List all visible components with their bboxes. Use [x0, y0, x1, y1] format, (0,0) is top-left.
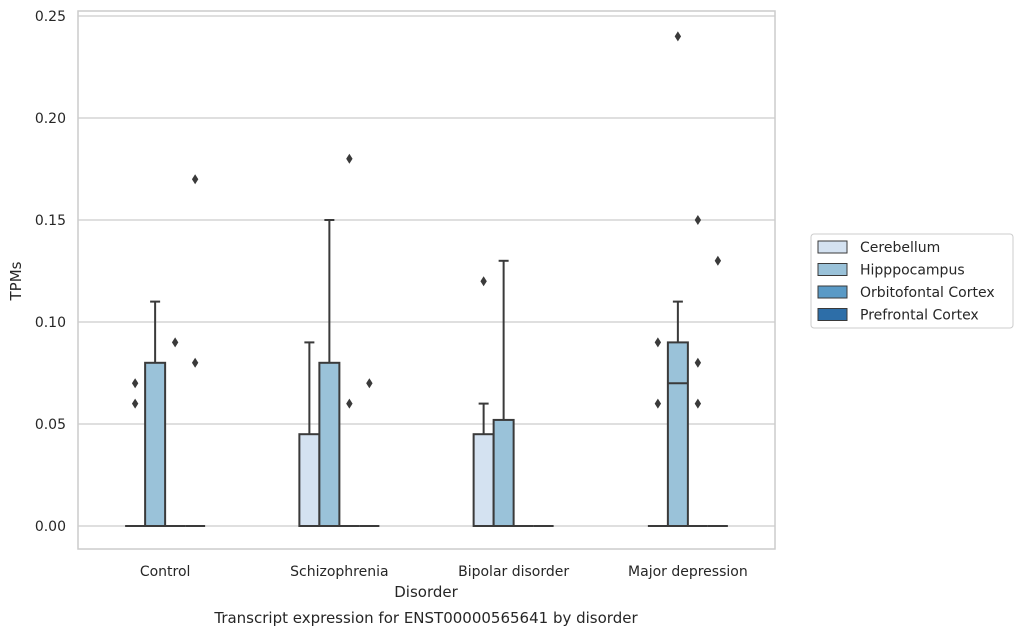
- box-prefrontal-cortex: [707, 255, 728, 527]
- y-axis-label: TPMs: [7, 261, 25, 301]
- box-body: [666, 341, 689, 527]
- box-series: [125, 31, 728, 528]
- outlier-marker: [694, 357, 702, 368]
- plot-area-frame: [77, 10, 776, 550]
- legend-label: Hipppocampus: [860, 263, 965, 279]
- legend-label: Prefrontal Cortex: [860, 308, 979, 324]
- legend-swatch: [817, 285, 848, 299]
- x-axis-ticks: Control Schizophrenia Bipolar disorder Majo…: [140, 564, 748, 580]
- box-body: [318, 361, 341, 527]
- box-prefrontal-cortex: [185, 174, 206, 527]
- outlier-marker: [366, 378, 373, 389]
- y-tick-label: 0.25: [35, 9, 66, 25]
- y-tick-label: 0.00: [35, 519, 66, 535]
- box-hipppocampus: [666, 31, 689, 527]
- outlier-marker: [674, 31, 682, 42]
- legend-swatch: [817, 308, 848, 321]
- chart-caption: Transcript expression for ENST0000056564…: [213, 609, 638, 627]
- box-body: [492, 418, 515, 528]
- box-cerebellum: [472, 276, 495, 528]
- box-cerebellum: [298, 341, 321, 528]
- legend: Cerebellum Hipppocampus Orbitofontal Corte…: [810, 233, 1014, 329]
- box-orbitofontal-cortex: [165, 337, 186, 527]
- outlier-marker: [346, 153, 353, 164]
- outlier-marker: [191, 357, 199, 368]
- outlier-marker: [131, 398, 139, 409]
- legend-frame: [810, 233, 1014, 329]
- box-hipppocampus: [144, 300, 167, 527]
- box-prefrontal-cortex: [359, 378, 380, 527]
- outlier-marker: [714, 255, 722, 266]
- y-tick-label: 0.10: [35, 315, 66, 331]
- outlier-marker: [191, 174, 199, 185]
- legend-swatch: [817, 240, 848, 254]
- outlier-marker: [694, 398, 702, 409]
- outlier-marker: [346, 398, 353, 409]
- y-tick-label: 0.20: [35, 111, 66, 127]
- outlier-marker: [654, 337, 662, 348]
- box-orbitofontal-cortex: [339, 153, 360, 527]
- outlier-marker: [654, 398, 662, 409]
- box-cerebellum: [647, 337, 668, 527]
- box-orbitofontal-cortex: [687, 215, 708, 527]
- outlier-marker: [480, 276, 487, 287]
- outlier-marker: [131, 378, 139, 389]
- box-hipppocampus: [318, 219, 341, 527]
- box-body: [298, 433, 321, 528]
- x-tick-label: Major depression: [628, 564, 748, 580]
- y-tick-label: 0.05: [35, 417, 66, 433]
- box-cerebellum: [125, 378, 146, 527]
- x-axis-label: Disorder: [394, 583, 458, 601]
- x-tick-label: Control: [140, 564, 191, 580]
- outlier-marker: [171, 337, 179, 348]
- x-tick-label: Bipolar disorder: [458, 564, 569, 580]
- legend-label: Orbitofontal Cortex: [860, 285, 995, 301]
- box-hipppocampus: [492, 259, 515, 528]
- y-axis-ticks: 0.00 0.05 0.10 0.15 0.20 0.25: [35, 9, 66, 535]
- y-tick-label: 0.15: [35, 213, 66, 229]
- outlier-marker: [694, 215, 702, 225]
- x-tick-label: Schizophrenia: [290, 564, 388, 580]
- legend-label: Cerebellum: [860, 240, 940, 256]
- legend-swatch: [817, 263, 848, 276]
- box-body: [144, 361, 167, 527]
- box-body: [472, 433, 495, 528]
